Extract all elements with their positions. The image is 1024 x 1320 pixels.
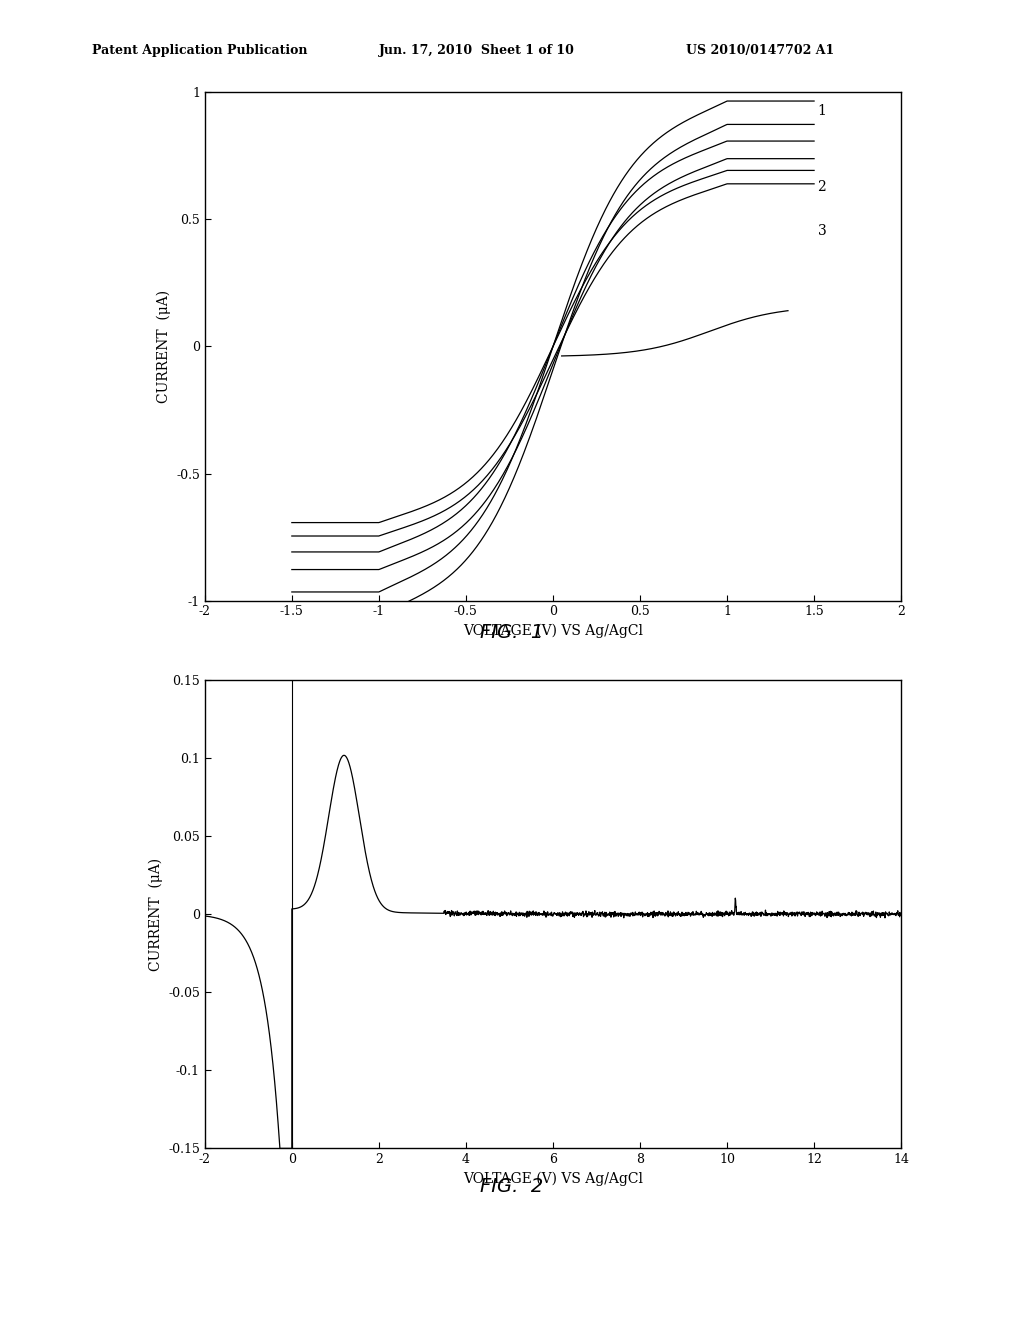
Text: Jun. 17, 2010  Sheet 1 of 10: Jun. 17, 2010 Sheet 1 of 10	[379, 44, 574, 57]
Text: US 2010/0147702 A1: US 2010/0147702 A1	[686, 44, 835, 57]
Text: Patent Application Publication: Patent Application Publication	[92, 44, 307, 57]
Y-axis label: CURRENT  (μA): CURRENT (μA)	[148, 858, 163, 970]
Text: FIG.  1: FIG. 1	[480, 623, 544, 642]
Text: 3: 3	[817, 223, 826, 238]
Text: FIG.  2: FIG. 2	[480, 1177, 544, 1196]
Y-axis label: CURRENT  (μA): CURRENT (μA)	[156, 290, 171, 403]
X-axis label: VOLTAGE (V) VS Ag/AgCl: VOLTAGE (V) VS Ag/AgCl	[463, 624, 643, 639]
X-axis label: VOLTAGE (V) VS Ag/AgCl: VOLTAGE (V) VS Ag/AgCl	[463, 1172, 643, 1187]
Text: 1: 1	[817, 104, 826, 119]
Text: 2: 2	[817, 181, 826, 194]
